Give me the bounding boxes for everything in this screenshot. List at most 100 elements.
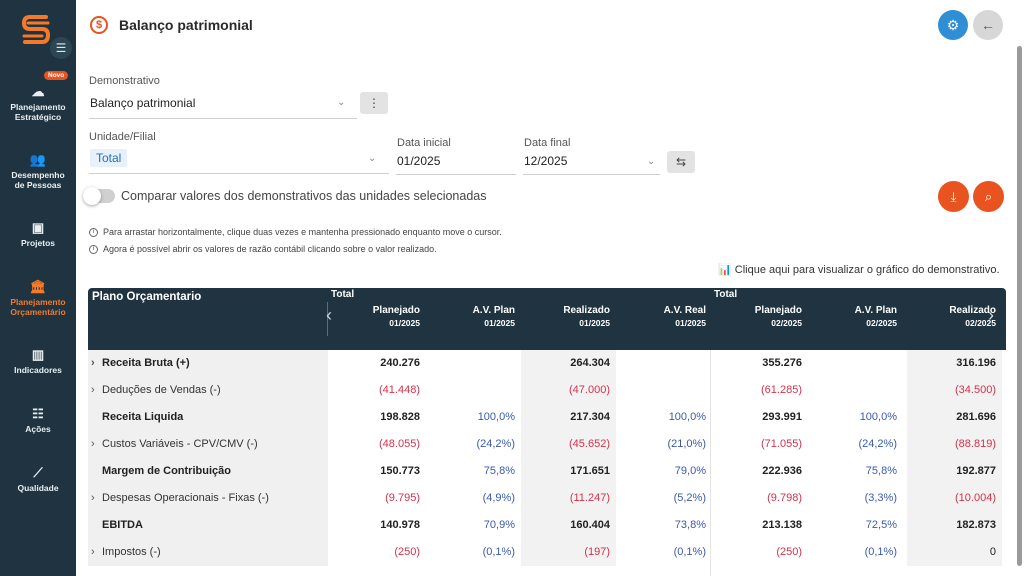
table-cell[interactable]: 264.304 (521, 350, 616, 377)
table-cell: (71.055) (761, 438, 802, 450)
gear-icon: ⚙ (946, 17, 960, 33)
row-label[interactable]: › Despesas Operacionais - Fixas (-) (88, 485, 328, 512)
data-final-input[interactable]: 12/2025 (524, 154, 568, 168)
sidebar-item-qualidade[interactable]: ⟋ Qualidade (0, 466, 76, 494)
table-cell[interactable]: (197) (521, 539, 616, 566)
download-icon: ⤓ (950, 189, 957, 204)
table-cell[interactable]: 160.404 (521, 512, 616, 539)
demonstrativo-label: Demonstrativo (89, 75, 160, 87)
row-label[interactable]: › Deduções de Vendas (-) (88, 377, 328, 404)
sidebar-item-planejamento-estrategico[interactable]: ☁ Planejamento Estratégico (0, 84, 76, 123)
chevron-right-icon[interactable]: › (91, 357, 95, 369)
sidebar-item-desempenho-pessoas[interactable]: 👥 Desempenho de Pessoas (0, 153, 76, 191)
checklist-icon: ☷ (32, 406, 44, 421)
chevron-down-icon[interactable]: ⌄ (368, 153, 377, 164)
table-row[interactable]: › Receita Bruta (+) 240.276 264.304 355.276 3… (88, 350, 1006, 377)
page-scrollbar[interactable] (1017, 46, 1022, 566)
chevron-right-icon[interactable]: › (91, 438, 95, 450)
column-period: 01/2025 (484, 318, 515, 328)
row-label[interactable]: Margem de Contribuição (88, 458, 328, 485)
table-cell: (21,0%) (667, 438, 706, 450)
sidebar-item-indicadores[interactable]: ▥ Indicadores (0, 347, 76, 376)
table-cell[interactable]: (45.652) (521, 431, 616, 458)
table-cell: 140.978 (380, 519, 420, 531)
table-cell: (24,2%) (476, 438, 515, 450)
demonstrativo-select[interactable]: Balanço patrimonial (90, 96, 196, 110)
table-cell[interactable]: (11.247) (521, 485, 616, 512)
chevron-down-icon[interactable]: ⌄ (647, 156, 656, 167)
menu-toggle-button[interactable]: ☰ (50, 37, 72, 59)
data-inicial-label: Data inicial (397, 137, 451, 149)
table-row[interactable]: › Deduções de Vendas (-) (41.448) (47.000) (… (88, 377, 1006, 404)
table-cell[interactable]: (88.819) (907, 431, 1002, 458)
info-icon: i (89, 228, 98, 238)
table-cell[interactable]: 217.304 (521, 404, 616, 431)
scroll-right-icon[interactable]: › (988, 305, 994, 325)
column-name: A.V. Plan (472, 305, 515, 316)
sidebar-item-acoes[interactable]: ☷ Ações (0, 406, 76, 435)
table-cell[interactable]: 182.873 (907, 512, 1002, 539)
row-label[interactable]: EBITDA (88, 512, 328, 539)
table-row[interactable]: › Custos Variáveis - CPV/CMV (-) (48.055) (… (88, 431, 1006, 458)
chart-link[interactable]: 📊 Clique aqui para visualizar o gráfico … (718, 263, 1000, 276)
data-inicial-input[interactable]: 01/2025 (397, 154, 441, 168)
table-row[interactable]: Receita Liquida 198.828 100,0% 217.304 100,0… (88, 404, 1006, 431)
chevron-down-icon[interactable]: ⌄ (337, 97, 346, 108)
row-label-text: Margem de Contribuição (102, 465, 231, 477)
table-cell[interactable]: 0 (907, 539, 1002, 566)
sidebar-item-projetos[interactable]: ▣ Projetos (0, 221, 76, 249)
back-button[interactable]: ← (973, 10, 1003, 40)
more-vertical-icon: ⋮ (368, 96, 380, 110)
info-ledger: i Agora é possível abrir os valores de ra… (89, 244, 437, 255)
chevron-right-icon[interactable]: › (91, 384, 95, 396)
table-cell[interactable]: 316.196 (907, 350, 1002, 377)
column-group-label: Total (331, 289, 355, 300)
table-cell[interactable]: 171.651 (521, 458, 616, 485)
sidebar-item-planejamento-orcamentario[interactable]: 🏛 Planejamento Orçamentário (0, 280, 76, 318)
search-button[interactable]: ⌕ (973, 181, 1004, 212)
unidade-chip[interactable]: Total (90, 149, 128, 167)
table-cell[interactable]: 281.696 (907, 404, 1002, 431)
table-cell: (48.055) (379, 438, 420, 450)
column-header: A.V. Plan 02/2025 (808, 305, 897, 329)
app-logo (21, 15, 51, 44)
table-cell[interactable]: (47.000) (521, 377, 616, 404)
download-button[interactable]: ⤓ (938, 181, 969, 212)
row-label[interactable]: › Impostos (-) (88, 539, 328, 566)
table-cell: 150.773 (380, 465, 420, 477)
bar-chart-icon: 📊 (718, 264, 732, 276)
sidebar-item-label: Estratégico (14, 112, 62, 122)
row-label[interactable]: Receita Liquida (88, 404, 328, 431)
column-period: 01/2025 (675, 318, 706, 328)
column-period: 02/2025 (866, 318, 897, 328)
row-label[interactable]: › Receita Bruta (+) (88, 350, 328, 377)
chevron-right-icon[interactable]: › (91, 492, 95, 504)
table-cell: 213.138 (762, 519, 802, 531)
column-period: 01/2025 (389, 318, 420, 328)
table-row[interactable]: › Despesas Operacionais - Fixas (-) (9.795… (88, 485, 1006, 512)
table-cell[interactable]: (34.500) (907, 377, 1002, 404)
sidebar-item-label: Orçamentário (10, 307, 66, 317)
chevron-right-icon[interactable]: › (91, 546, 95, 558)
table-row[interactable]: › Impostos (-) (250) (0,1%) (197) (0,1%) (250)… (88, 539, 1006, 566)
row-label[interactable]: › Custos Variáveis - CPV/CMV (-) (88, 431, 328, 458)
table-cell (808, 350, 903, 377)
scroll-left-icon[interactable]: ‹ (326, 305, 332, 325)
table-row[interactable]: EBITDA 140.978 70,9% 160.404 73,8% 213.138 72,… (88, 512, 1006, 539)
table-cell: (250) (394, 546, 420, 558)
table-header: Plano Orçamentario Total Total ‹ › Plane… (88, 288, 1006, 350)
settings-button[interactable]: ⚙ (938, 10, 968, 40)
column-header: Realizado 02/2025 (907, 305, 996, 329)
table-cell[interactable]: 192.877 (907, 458, 1002, 485)
table-cell[interactable]: (10.004) (907, 485, 1002, 512)
table-cell: (9.798) (767, 492, 802, 504)
more-options-button[interactable]: ⋮ (360, 92, 388, 114)
swap-dates-button[interactable]: ⇆ (667, 151, 695, 173)
compare-toggle[interactable] (83, 187, 115, 205)
table-cell (617, 350, 712, 377)
brain-icon: ☁ (31, 84, 45, 99)
column-name: A.V. Plan (854, 305, 897, 316)
table-row[interactable]: Margem de Contribuição 150.773 75,8% 171.65… (88, 458, 1006, 485)
bar-chart-icon: ▥ (31, 347, 45, 362)
info-text: Para arrastar horizontalmente, clique du… (103, 227, 502, 237)
